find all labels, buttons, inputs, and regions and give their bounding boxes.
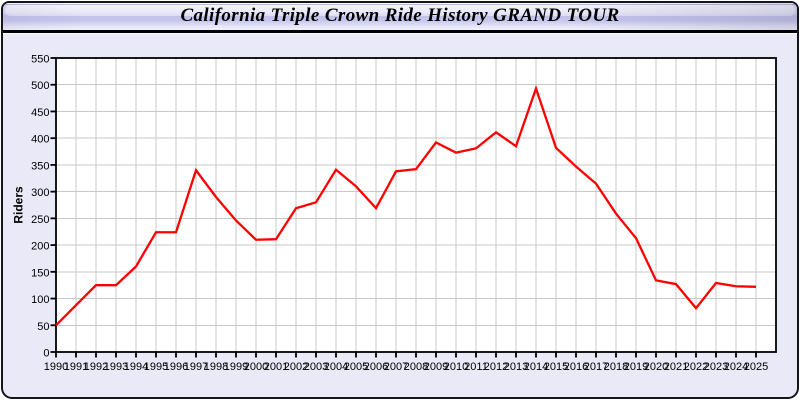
- svg-text:2015: 2015: [544, 361, 568, 373]
- svg-text:2004: 2004: [324, 361, 348, 373]
- svg-text:200: 200: [31, 241, 49, 253]
- svg-text:2011: 2011: [464, 361, 488, 373]
- svg-text:2017: 2017: [584, 361, 608, 373]
- svg-text:2009: 2009: [424, 361, 448, 373]
- svg-text:150: 150: [31, 267, 49, 279]
- svg-text:1990: 1990: [44, 361, 68, 373]
- svg-text:2014: 2014: [524, 361, 548, 373]
- svg-text:300: 300: [31, 187, 49, 199]
- svg-text:350: 350: [31, 160, 49, 172]
- svg-text:1998: 1998: [204, 361, 228, 373]
- svg-text:500: 500: [31, 80, 49, 92]
- svg-text:1999: 1999: [224, 361, 248, 373]
- svg-text:450: 450: [31, 107, 49, 119]
- svg-text:2000: 2000: [244, 361, 268, 373]
- svg-text:2020: 2020: [644, 361, 668, 373]
- svg-text:Riders: Riders: [12, 186, 26, 224]
- svg-text:1995: 1995: [144, 361, 168, 373]
- svg-text:2018: 2018: [604, 361, 628, 373]
- svg-text:0: 0: [43, 348, 49, 360]
- svg-text:2006: 2006: [364, 361, 388, 373]
- svg-text:1996: 1996: [164, 361, 188, 373]
- svg-text:2005: 2005: [344, 361, 368, 373]
- svg-text:2010: 2010: [444, 361, 468, 373]
- svg-text:550: 550: [31, 54, 49, 66]
- svg-text:2024: 2024: [724, 361, 748, 373]
- svg-text:250: 250: [31, 214, 49, 226]
- svg-text:2022: 2022: [684, 361, 708, 373]
- svg-text:2002: 2002: [284, 361, 308, 373]
- svg-text:2003: 2003: [304, 361, 328, 373]
- svg-text:2007: 2007: [384, 361, 408, 373]
- svg-text:50: 50: [37, 321, 49, 333]
- svg-text:1992: 1992: [84, 361, 108, 373]
- svg-text:2013: 2013: [504, 361, 528, 373]
- svg-text:2001: 2001: [264, 361, 288, 373]
- svg-text:2008: 2008: [404, 361, 428, 373]
- svg-text:100: 100: [31, 294, 49, 306]
- svg-text:1991: 1991: [64, 361, 88, 373]
- svg-text:2025: 2025: [744, 361, 768, 373]
- svg-text:2019: 2019: [624, 361, 648, 373]
- svg-text:1997: 1997: [184, 361, 208, 373]
- svg-text:2021: 2021: [664, 361, 688, 373]
- svg-text:2012: 2012: [484, 361, 508, 373]
- svg-text:1993: 1993: [104, 361, 128, 373]
- svg-text:2016: 2016: [564, 361, 588, 373]
- svg-text:2023: 2023: [704, 361, 728, 373]
- svg-text:1994: 1994: [124, 361, 148, 373]
- svg-text:400: 400: [31, 134, 49, 146]
